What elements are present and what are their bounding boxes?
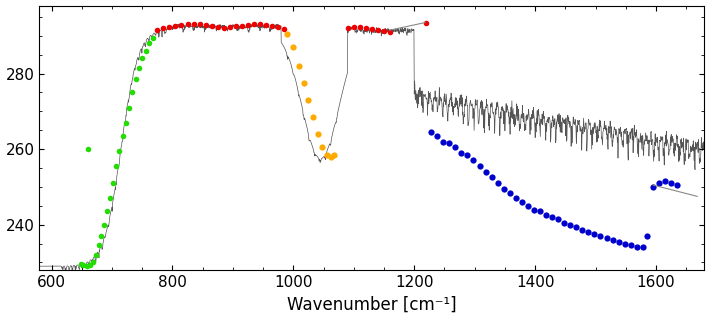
- X-axis label: Wavenumber [cm⁻¹]: Wavenumber [cm⁻¹]: [287, 295, 457, 314]
